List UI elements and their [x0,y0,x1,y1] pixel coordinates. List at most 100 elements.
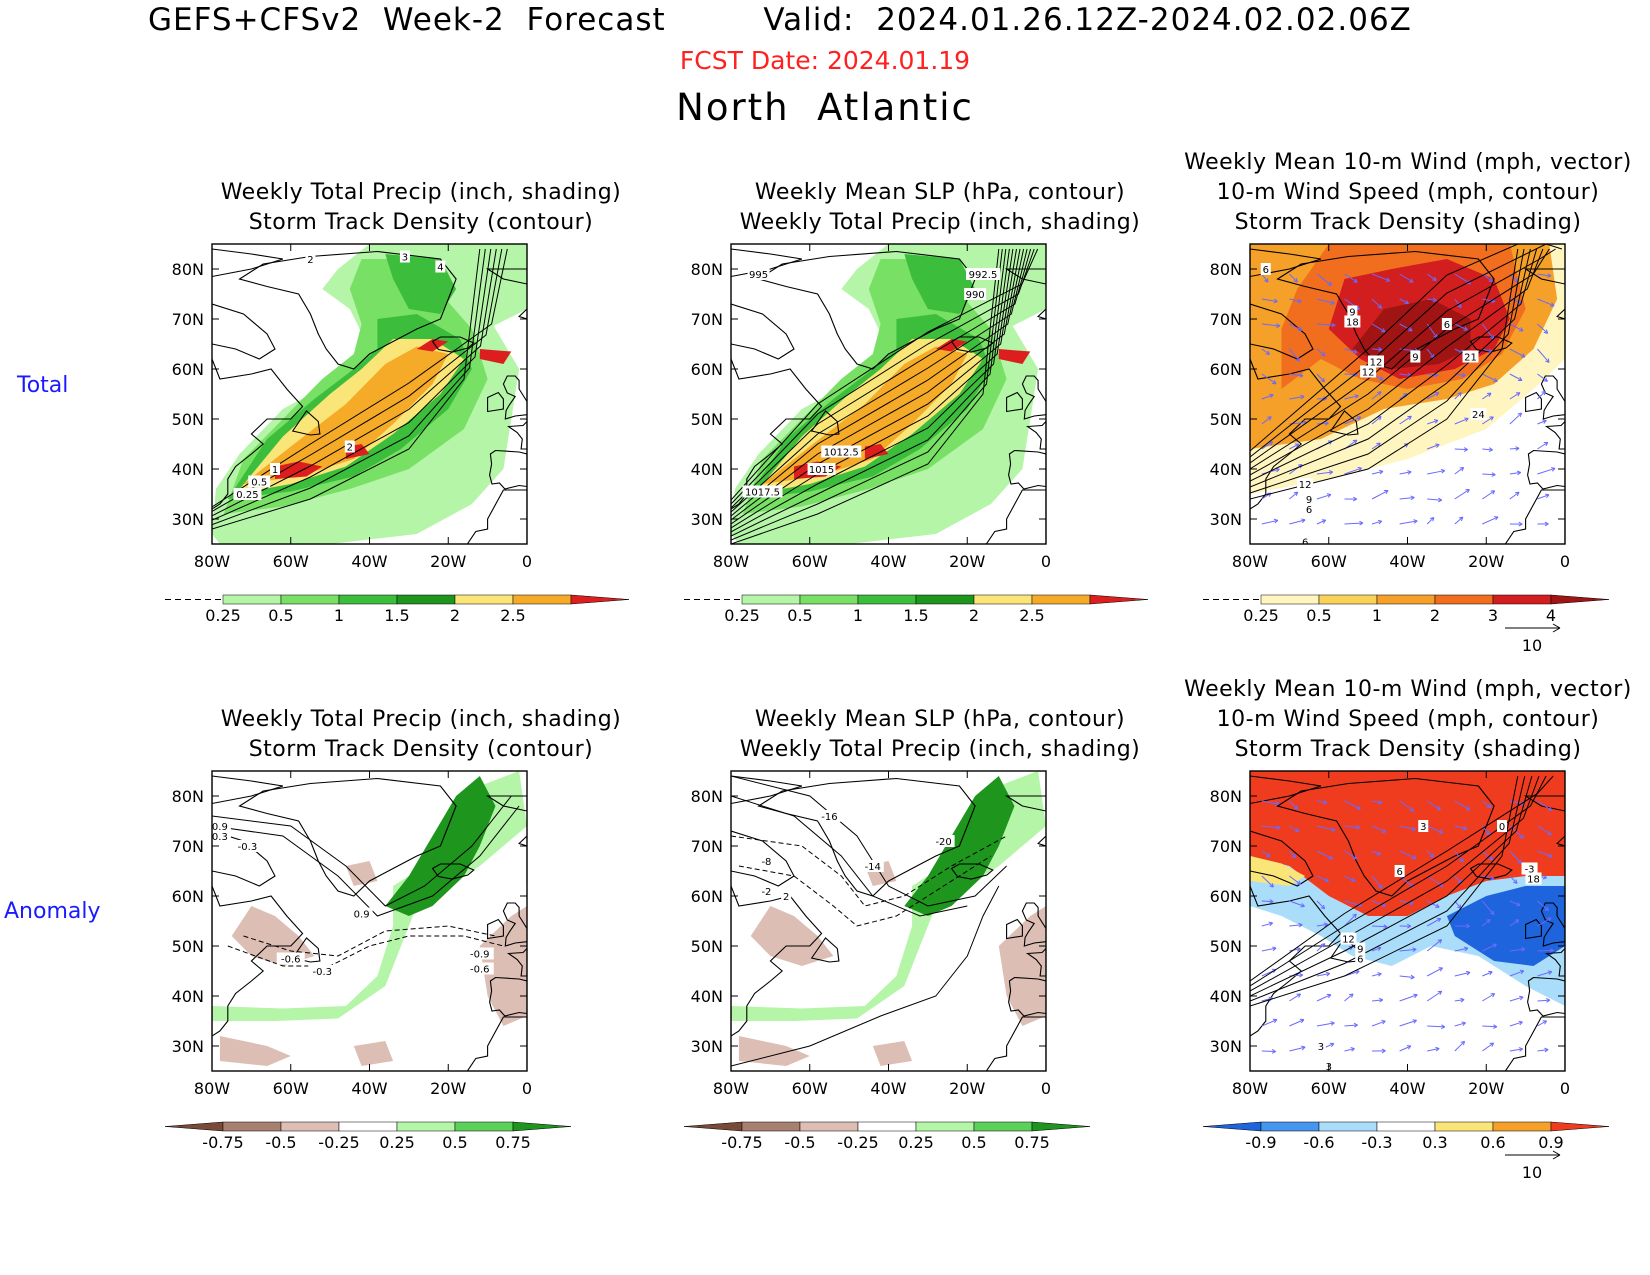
wind-vector [1344,913,1357,927]
coastline-norway [1556,308,1565,359]
contour-label: 0.9 [350,907,373,921]
wind-vector [1482,943,1497,952]
anom-storm-shade-0.9 [1250,771,1565,916]
svg-text:2: 2 [347,443,353,454]
wind-vector [1454,923,1470,929]
colorbar-tick-label: 0.3 [1422,1133,1447,1152]
coastline-arctic [1250,248,1322,278]
anom-shade-neg0.25 [872,1041,913,1066]
lon-tick-label: 60W [1311,1079,1347,1098]
colorbar-segment [1260,594,1320,605]
wind-vector [1427,1024,1446,1030]
contour-label: 0.25 [233,488,262,501]
coastline-africa [1504,489,1565,544]
map-body: 306-318129633 [1250,771,1565,1071]
wind-vector [1426,939,1443,952]
contour-line [212,248,497,517]
vector-reference-label: 10 [1522,1163,1542,1182]
colorbar-tick-label: 0.75 [1014,1133,1050,1152]
lat-tick-label: 30N [1210,510,1242,529]
wind-vector [1537,800,1553,811]
coastline-arctic [1250,775,1322,805]
contour-line [731,248,1014,529]
wind-vector [1344,496,1358,502]
lon-tick-label: 20W [1468,1079,1504,1098]
wind-vector [1261,273,1269,283]
contour-line [1250,248,1538,482]
wind-vector [1344,416,1362,425]
coastline-iceland [950,863,994,880]
map-total-slp-precip: 995 992.5 990 1012.5 1015 1017.5 80N 70N 60N 50N 4… [684,243,1149,625]
contour-line [731,775,1007,907]
contour-label: -0.3 [308,965,337,978]
coastline-africa [985,489,1046,544]
anom-storm-shade-neg0.9 [1446,886,1565,966]
wind-vector [1481,900,1495,915]
lon-tick-label: 40W [1389,552,1425,571]
wind-vector [1537,419,1547,425]
wind-vector [1261,899,1274,904]
wind-vector [1426,273,1437,282]
wind-vector [1289,518,1306,525]
wind-vector [1482,800,1492,809]
wind-vector [1509,1047,1523,1052]
contour-label: 4 [435,260,446,274]
wind-vector [1426,967,1443,977]
svg-text:18: 18 [1346,318,1359,329]
coastline-iberia [1008,449,1046,490]
svg-text:2: 2 [783,892,789,903]
colorbar-tick-label: 0.5 [268,606,293,625]
panel-title-line: 10-m Wind Speed (mph, contour) [1216,707,1600,732]
coastline-svalbard [485,268,527,285]
lat-tick-label: 40N [172,460,204,479]
wind-vector [1509,323,1524,332]
colorbar-segment [1434,1121,1494,1132]
vector-reference: 10 [1505,1150,1561,1182]
map-anom-precip-storm: 0.90.3-0.30.9-0.6-0.3-0.9-0.680N70N60N50… [164,770,572,1152]
wind-vector [1372,924,1388,929]
wind-vector [1316,493,1332,500]
coastline-iberia [489,449,527,490]
svg-text:9: 9 [1306,495,1312,506]
contour-label: 3 [1418,820,1429,833]
contour-line [212,248,481,530]
contour-line [731,885,1000,1067]
region-title: North Atlantic [676,86,974,129]
lat-tick-label: 70N [1210,310,1242,329]
contour-label: 990 [964,288,987,301]
svg-text:6: 6 [1396,867,1402,878]
map-body: 995 992.5 990 1012.5 1015 1017.5 [731,244,1046,544]
lat-tick-label: 50N [691,410,723,429]
wind-vector [1261,298,1278,304]
panel-title-line: Weekly Total Precip (inch, shading) [220,707,622,732]
wind-vector [1289,922,1303,928]
anom-shade-neg0.25 [219,1036,291,1066]
colorbar-segment [338,594,398,605]
colorbar-segment [741,1121,801,1132]
colorbar-anom-precip-storm: -0.75 -0.5 -0.25 0.25 0.5 0.75 [164,1121,572,1152]
wind-vector [1289,373,1304,378]
wind-vector [1482,416,1494,425]
colorbar-segment [222,594,282,605]
lon-tick-label: 80W [713,1079,749,1098]
wind-vector [1289,800,1299,810]
colorbar-low-end [1202,1121,1262,1132]
contour-label: -16 [818,810,841,823]
colorbar-segment [512,594,572,605]
coastline-labrador [212,885,304,1037]
wind-vector [1482,392,1492,400]
contour-label: 18 [1344,315,1361,329]
contour-line [1250,248,1531,488]
wind-vector [1289,323,1303,331]
wind-vector [1261,968,1277,977]
lon-tick-label: 80W [194,552,230,571]
coastline-ireland [487,918,504,940]
wind-vector [1427,297,1437,303]
colorbar-segment [1318,594,1378,605]
coastline-norway [1556,835,1565,886]
wind-vector [1344,1022,1358,1028]
wind-vector [1537,997,1551,1003]
colorbar-tick-label: 1 [1372,606,1382,625]
precip-shade-2.5 [998,349,1031,364]
